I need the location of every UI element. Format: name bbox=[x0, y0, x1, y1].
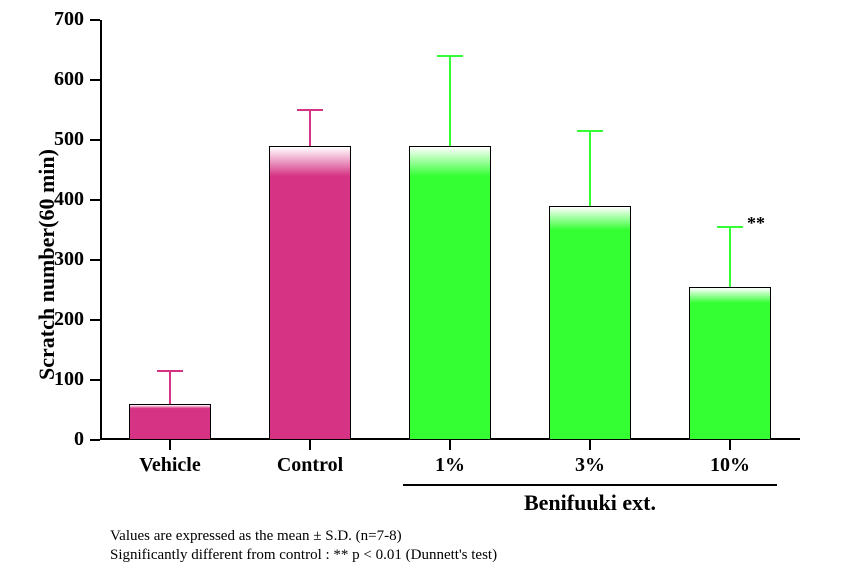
xtick bbox=[589, 440, 591, 450]
caption-line-1: Values are expressed as the mean ± S.D. … bbox=[110, 528, 402, 545]
ytick bbox=[90, 259, 100, 261]
ytick bbox=[90, 139, 100, 141]
errorbar-cap bbox=[297, 109, 323, 111]
xtick bbox=[729, 440, 731, 450]
ytick-label: 600 bbox=[0, 68, 84, 91]
errorbar bbox=[169, 371, 171, 404]
xtick-label: 3% bbox=[520, 454, 660, 477]
errorbar bbox=[309, 110, 311, 146]
xtick bbox=[169, 440, 171, 450]
errorbar bbox=[449, 56, 451, 146]
errorbar-cap bbox=[437, 55, 463, 57]
ytick bbox=[90, 19, 100, 21]
xtick-label: 10% bbox=[660, 454, 800, 477]
group-underline bbox=[403, 484, 776, 486]
bar-chart: 0100200300400500600700Scratch number(60 … bbox=[0, 0, 847, 572]
xtick-label: 1% bbox=[380, 454, 520, 477]
caption-line-2: Significantly different from control : *… bbox=[110, 547, 497, 564]
significance-marker: ** bbox=[747, 213, 765, 234]
errorbar bbox=[729, 227, 731, 287]
xtick-label: Vehicle bbox=[100, 454, 240, 477]
bar bbox=[409, 146, 490, 440]
errorbar-cap bbox=[157, 370, 183, 372]
ytick bbox=[90, 79, 100, 81]
xtick bbox=[449, 440, 451, 450]
ytick bbox=[90, 199, 100, 201]
ytick bbox=[90, 439, 100, 441]
ytick-label: 700 bbox=[0, 8, 84, 31]
errorbar-cap bbox=[717, 226, 743, 228]
errorbar-cap bbox=[577, 130, 603, 132]
errorbar bbox=[589, 131, 591, 206]
ytick bbox=[90, 379, 100, 381]
yaxis-label: Scratch number(60 min) bbox=[34, 149, 60, 380]
xtick bbox=[309, 440, 311, 450]
bar bbox=[269, 146, 350, 440]
bar bbox=[549, 206, 630, 440]
bar bbox=[689, 287, 770, 440]
ytick bbox=[90, 319, 100, 321]
ytick-label: 500 bbox=[0, 128, 84, 151]
ytick-label: 0 bbox=[0, 428, 84, 451]
group-label: Benifuuki ext. bbox=[403, 490, 776, 516]
xtick-label: Control bbox=[240, 454, 380, 477]
bar bbox=[129, 404, 210, 440]
